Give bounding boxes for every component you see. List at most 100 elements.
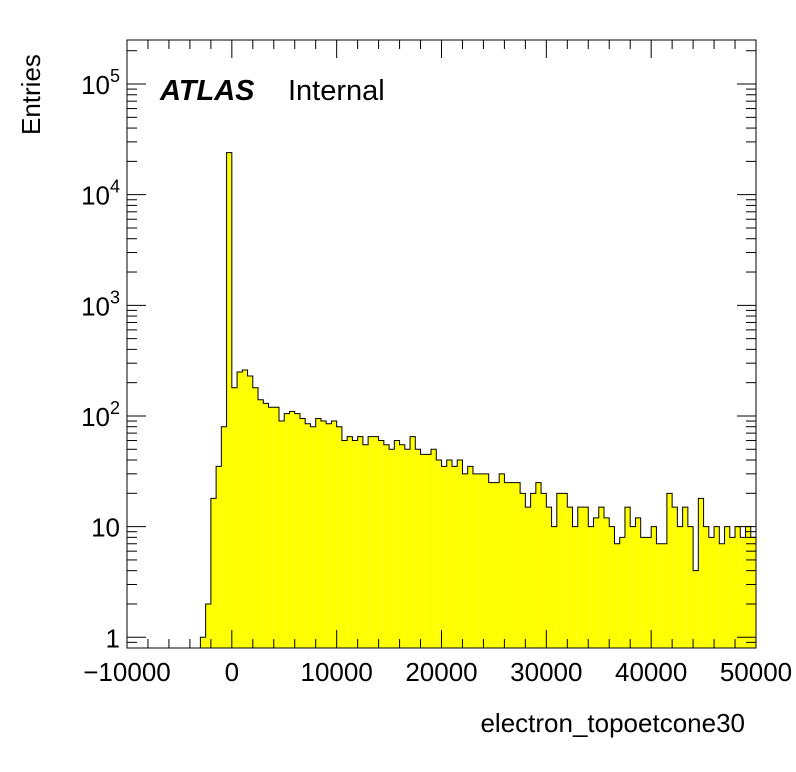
histogram-bin [598, 507, 604, 648]
histogram-bin [273, 407, 280, 648]
y-tick-label: 105 [81, 66, 120, 100]
histogram-bin [583, 507, 589, 648]
x-tick-label: 20000 [405, 657, 477, 687]
histogram-bin [305, 423, 311, 648]
histogram-bin [693, 570, 699, 648]
histogram-bin [420, 454, 426, 648]
histogram-bin [729, 537, 736, 648]
histogram-bin [603, 517, 610, 648]
histogram-bin [410, 436, 416, 648]
histogram-bin [368, 436, 374, 648]
histogram-bin [284, 413, 290, 648]
histogram-bin [499, 473, 505, 648]
histogram-bin [567, 507, 573, 648]
histogram-bin [331, 421, 337, 648]
histogram-bin [457, 460, 463, 648]
histogram-bin [593, 517, 599, 648]
histogram-bin [383, 444, 390, 648]
histogram-bin [247, 375, 253, 648]
histogram-bin [441, 466, 447, 648]
histogram-bin [541, 493, 547, 648]
y-tick-label: 1 [106, 623, 120, 653]
histogram-bin [357, 436, 363, 648]
histogram-bin [509, 482, 515, 648]
internal-label: Internal [288, 75, 385, 107]
histogram-bin [462, 473, 468, 648]
x-axis-title: electron_topoetcone30 [480, 708, 745, 738]
histogram-bin [588, 526, 594, 648]
histogram-bin [299, 418, 306, 648]
histogram-bin [242, 370, 248, 648]
histogram-bin [425, 454, 432, 648]
y-tick-label: 102 [81, 398, 120, 432]
histogram-bin [231, 387, 238, 648]
histogram-bin [415, 449, 421, 648]
histogram-bin [635, 517, 641, 648]
histogram-bin [373, 436, 379, 648]
histogram-bin [750, 537, 756, 648]
plot-frame [126, 39, 757, 649]
y-tick-label: 10 [91, 513, 120, 543]
histogram-bin [708, 537, 715, 648]
x-tick-label: 10000 [301, 657, 373, 687]
histogram-bin [394, 440, 400, 648]
histogram-bin [226, 152, 232, 649]
histogram-bin [404, 449, 411, 648]
histogram-bin [535, 482, 542, 648]
histogram-bin [682, 507, 688, 648]
histogram-bin [399, 444, 405, 648]
histogram-bin [556, 493, 563, 648]
histogram-bin [210, 498, 217, 648]
x-tick-label: −10000 [83, 657, 170, 687]
histogram-bin [389, 449, 395, 648]
histogram-bin [719, 543, 725, 648]
histogram-bin [341, 440, 348, 648]
y-tick-label: 104 [81, 177, 120, 211]
histogram-bin [520, 493, 526, 648]
histogram-bin [279, 421, 285, 648]
histogram-bin [326, 423, 332, 648]
histogram-bin [478, 473, 484, 648]
histogram-bin [530, 493, 536, 648]
histogram-bin [493, 482, 500, 648]
histogram-bin [703, 526, 709, 648]
histogram-bin [436, 460, 442, 648]
atlas-label: ATLAS [159, 75, 255, 107]
histogram-bin [451, 466, 458, 648]
x-tick-label: 50000 [720, 657, 792, 687]
histogram-bin [740, 537, 746, 648]
histogram-bin [200, 637, 206, 648]
histogram-bin [572, 526, 578, 648]
histogram-bin [431, 449, 437, 648]
histogram-bin [609, 526, 615, 648]
histogram-bin [294, 413, 300, 648]
x-tick-label: 40000 [615, 657, 687, 687]
histogram-bin [624, 507, 631, 648]
histogram-bin [205, 603, 211, 648]
histogram-bin [362, 444, 369, 648]
histogram-bin [745, 526, 751, 648]
histogram-bin [336, 426, 342, 648]
histogram-bin [661, 543, 667, 648]
histogram-bin [378, 440, 384, 648]
histogram-bin [677, 526, 683, 648]
histogram-bin [446, 460, 452, 648]
histogram-bin [551, 526, 557, 648]
histogram-bin [614, 543, 620, 648]
axis-ticks [126, 40, 757, 649]
histogram-bin [672, 507, 678, 648]
histogram-bin [483, 473, 489, 648]
histogram-bars [127, 152, 756, 649]
histogram-bin [687, 526, 694, 648]
histogram-outline [127, 152, 756, 649]
histogram-bin [640, 537, 646, 648]
histogram-bin [666, 493, 673, 648]
histogram-bin [472, 473, 479, 648]
histogram-bin [514, 482, 521, 648]
histogram-bin [320, 421, 327, 648]
histogram-bin [656, 543, 662, 648]
histogram-bin [252, 387, 259, 648]
tick-labels: −10000 0 10000 20000 30000 40000 50000 1 10 102 10… [81, 66, 792, 687]
histogram-bin [488, 482, 494, 648]
